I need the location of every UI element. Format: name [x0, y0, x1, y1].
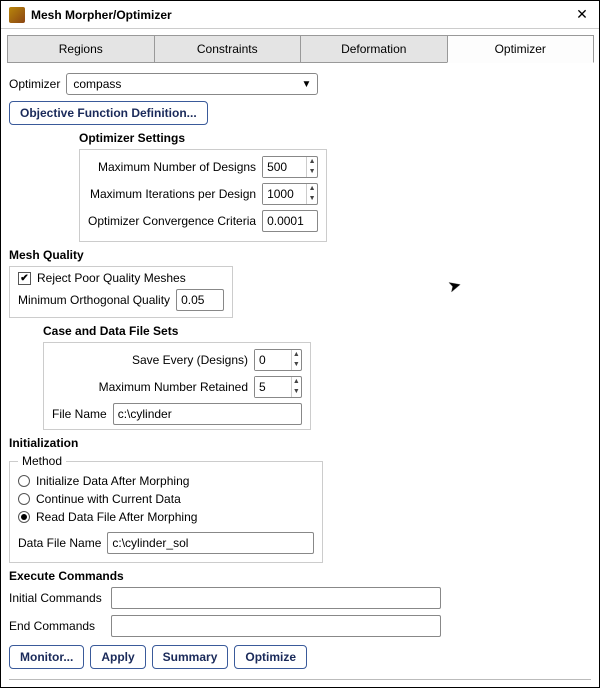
filename-label: File Name	[52, 407, 107, 421]
max-iter-spinner[interactable]: ▲▼	[262, 183, 318, 205]
spin-down-icon[interactable]: ▼	[292, 360, 301, 370]
radio-label-2: Read Data File After Morphing	[36, 510, 197, 524]
radio-label-0: Initialize Data After Morphing	[36, 474, 189, 488]
window-title: Mesh Morpher/Optimizer	[31, 8, 573, 22]
min-orth-input[interactable]	[176, 289, 224, 311]
end-cmd-label: End Commands	[9, 619, 105, 633]
casefiles-group: Save Every (Designs) ▲▼ Maximum Number R…	[43, 342, 311, 430]
save-every-label: Save Every (Designs)	[132, 353, 248, 367]
tab-bar: Regions Constraints Deformation Optimize…	[7, 35, 593, 63]
optimizer-settings-group: Maximum Number of Designs ▲▼ Maximum Ite…	[79, 149, 327, 242]
objective-function-button[interactable]: Objective Function Definition...	[9, 101, 208, 125]
max-designs-label: Maximum Number of Designs	[98, 160, 256, 174]
datafile-input[interactable]	[107, 532, 314, 554]
conv-label: Optimizer Convergence Criteria	[88, 214, 256, 228]
max-designs-input[interactable]	[263, 157, 306, 177]
init-title: Initialization	[9, 436, 591, 450]
casefiles-title: Case and Data File Sets	[43, 324, 591, 338]
tab-deformation[interactable]: Deformation	[300, 35, 448, 62]
exec-title: Execute Commands	[9, 569, 591, 583]
datafile-label: Data File Name	[18, 536, 101, 550]
tab-constraints[interactable]: Constraints	[154, 35, 302, 62]
optimizer-value: compass	[73, 77, 121, 91]
conv-input[interactable]	[262, 210, 318, 232]
max-designs-spinner[interactable]: ▲▼	[262, 156, 318, 178]
radio-label-1: Continue with Current Data	[36, 492, 181, 506]
close-icon[interactable]: ✕	[573, 6, 591, 23]
method-legend: Method	[18, 454, 66, 468]
spin-up-icon[interactable]: ▲	[292, 377, 301, 387]
optimizer-label: Optimizer	[9, 77, 60, 91]
min-orth-label: Minimum Orthogonal Quality	[18, 293, 170, 307]
tab-optimizer[interactable]: Optimizer	[447, 35, 595, 63]
initial-cmd-input[interactable]	[111, 587, 441, 609]
radio-read-data-file[interactable]	[18, 511, 30, 523]
app-icon	[9, 7, 25, 23]
spin-up-icon[interactable]: ▲	[307, 157, 317, 167]
end-cmd-input[interactable]	[111, 615, 441, 637]
spin-up-icon[interactable]: ▲	[307, 184, 317, 194]
tab-regions[interactable]: Regions	[7, 35, 155, 62]
reject-meshes-label: Reject Poor Quality Meshes	[37, 271, 186, 285]
reject-meshes-checkbox[interactable]: ✔	[18, 272, 31, 285]
mesh-quality-title: Mesh Quality	[9, 248, 591, 262]
spin-down-icon[interactable]: ▼	[307, 194, 317, 204]
filename-input[interactable]	[113, 403, 302, 425]
initial-cmd-label: Initial Commands	[9, 591, 105, 605]
monitor-button[interactable]: Monitor...	[9, 645, 84, 669]
max-iter-input[interactable]	[263, 184, 306, 204]
spin-down-icon[interactable]: ▼	[292, 387, 301, 397]
optimizer-settings-title: Optimizer Settings	[79, 131, 591, 145]
optimize-button[interactable]: Optimize	[234, 645, 307, 669]
radio-continue-current[interactable]	[18, 493, 30, 505]
optimizer-select[interactable]: compass ▼	[66, 73, 318, 95]
spin-down-icon[interactable]: ▼	[307, 167, 317, 177]
max-retained-label: Maximum Number Retained	[99, 380, 248, 394]
chevron-down-icon: ▼	[301, 79, 311, 90]
radio-init-after-morphing[interactable]	[18, 475, 30, 487]
method-group: Method Initialize Data After Morphing Co…	[9, 454, 323, 563]
mesh-quality-group: ✔ Reject Poor Quality Meshes Minimum Ort…	[9, 266, 233, 318]
max-retained-spinner[interactable]: ▲▼	[254, 376, 302, 398]
save-every-spinner[interactable]: ▲▼	[254, 349, 302, 371]
spin-up-icon[interactable]: ▲	[292, 350, 301, 360]
apply-button[interactable]: Apply	[90, 645, 145, 669]
save-every-input[interactable]	[255, 350, 291, 370]
max-retained-input[interactable]	[255, 377, 291, 397]
summary-button[interactable]: Summary	[152, 645, 229, 669]
max-iter-label: Maximum Iterations per Design	[90, 187, 256, 201]
